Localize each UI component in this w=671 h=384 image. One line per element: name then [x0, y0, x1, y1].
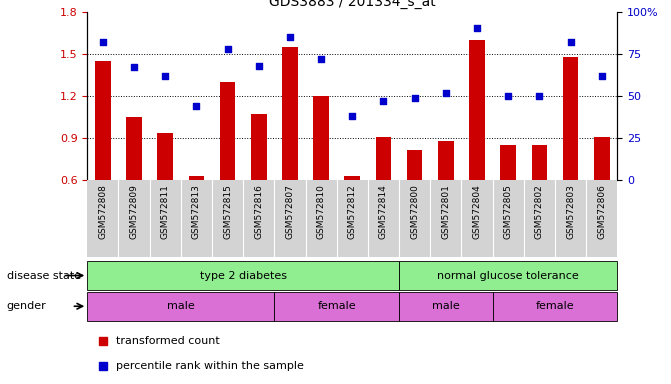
Text: GSM572803: GSM572803 — [566, 184, 575, 239]
Text: GSM572809: GSM572809 — [130, 184, 138, 239]
Text: GSM572806: GSM572806 — [597, 184, 606, 239]
Bar — [87, 292, 274, 321]
Point — [254, 63, 264, 69]
Point — [503, 93, 513, 99]
Text: GSM572812: GSM572812 — [348, 184, 357, 239]
Text: GSM572805: GSM572805 — [504, 184, 513, 239]
Text: female: female — [317, 301, 356, 311]
Point — [129, 64, 140, 70]
Point — [597, 73, 607, 79]
Text: GSM572816: GSM572816 — [254, 184, 263, 239]
Text: male: male — [167, 301, 195, 311]
Bar — [251, 114, 266, 180]
Text: transformed count: transformed count — [116, 336, 220, 346]
Text: GSM572800: GSM572800 — [410, 184, 419, 239]
Bar — [87, 261, 399, 290]
Text: percentile rank within the sample: percentile rank within the sample — [116, 361, 304, 371]
Bar — [126, 117, 142, 180]
Bar — [344, 176, 360, 180]
Text: GSM572802: GSM572802 — [535, 184, 544, 239]
Point — [409, 94, 420, 101]
Bar — [399, 261, 617, 290]
Bar — [531, 145, 547, 180]
Bar — [594, 137, 609, 180]
Bar — [376, 137, 391, 180]
Text: GSM572801: GSM572801 — [442, 184, 450, 239]
Point — [285, 34, 295, 40]
Point — [316, 56, 327, 62]
Point — [440, 89, 451, 96]
Point — [97, 39, 108, 45]
Bar — [493, 292, 617, 321]
Text: disease state: disease state — [7, 270, 81, 281]
Text: type 2 diabetes: type 2 diabetes — [200, 270, 287, 281]
Bar — [274, 292, 399, 321]
Point — [347, 113, 358, 119]
Bar — [407, 149, 423, 180]
Text: GSM572815: GSM572815 — [223, 184, 232, 239]
Text: GSM572810: GSM572810 — [317, 184, 325, 239]
Text: GSM572804: GSM572804 — [472, 184, 482, 239]
Text: GSM572811: GSM572811 — [160, 184, 170, 239]
Point — [160, 73, 170, 79]
Bar — [438, 141, 454, 180]
Bar — [313, 96, 329, 180]
Text: gender: gender — [7, 301, 46, 311]
Bar — [95, 61, 111, 180]
Point — [222, 46, 233, 52]
Bar — [220, 82, 236, 180]
Point — [534, 93, 545, 99]
Bar — [469, 40, 484, 180]
Point — [565, 39, 576, 45]
Text: male: male — [432, 301, 460, 311]
Bar — [563, 56, 578, 180]
Text: female: female — [535, 301, 574, 311]
Text: GSM572813: GSM572813 — [192, 184, 201, 239]
Text: normal glucose tolerance: normal glucose tolerance — [437, 270, 579, 281]
Text: GSM572807: GSM572807 — [285, 184, 295, 239]
Bar — [189, 176, 204, 180]
Bar — [501, 145, 516, 180]
Text: GSM572808: GSM572808 — [99, 184, 107, 239]
Point — [378, 98, 389, 104]
Bar — [282, 47, 298, 180]
Text: GSM572814: GSM572814 — [379, 184, 388, 239]
Bar — [158, 132, 173, 180]
Point — [472, 25, 482, 31]
Bar — [399, 292, 493, 321]
Point — [191, 103, 202, 109]
Title: GDS3883 / 201334_s_at: GDS3883 / 201334_s_at — [269, 0, 435, 9]
